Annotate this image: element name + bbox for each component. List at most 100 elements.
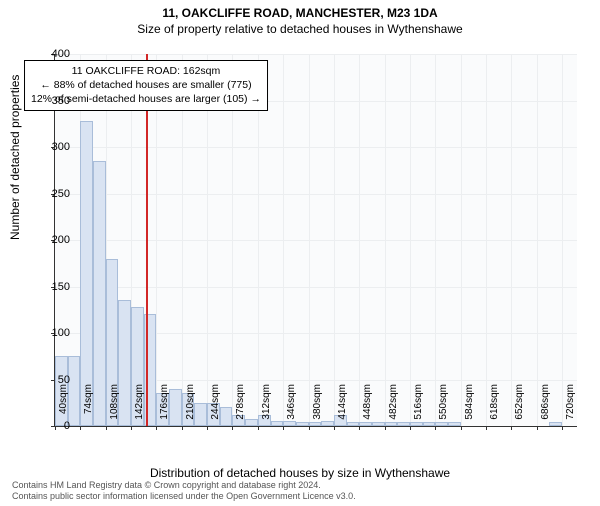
x-tick-mark	[334, 426, 335, 430]
x-tick-label: 618sqm	[489, 384, 500, 420]
gridline-v	[461, 54, 462, 426]
gridline-v	[283, 54, 284, 426]
annotation-line: 11 OAKCLIFFE ROAD: 162sqm	[31, 64, 261, 78]
x-tick-label: 210sqm	[185, 384, 196, 420]
footer-attribution: Contains HM Land Registry data © Crown c…	[12, 480, 356, 503]
plot-area: 11 OAKCLIFFE ROAD: 162sqm← 88% of detach…	[54, 54, 577, 427]
histogram-bar	[397, 422, 410, 426]
histogram-bar	[347, 422, 360, 426]
gridline-v	[486, 54, 487, 426]
gridline-v	[385, 54, 386, 426]
histogram-bar	[410, 422, 423, 426]
x-tick-label: 380sqm	[312, 384, 323, 420]
x-tick-mark	[156, 426, 157, 430]
x-tick-label: 550sqm	[438, 384, 449, 420]
histogram-bar	[309, 422, 322, 426]
gridline-v	[537, 54, 538, 426]
histogram-bar	[93, 161, 106, 426]
x-tick-label: 176sqm	[159, 384, 170, 420]
histogram-bar	[118, 300, 131, 426]
x-tick-mark	[410, 426, 411, 430]
x-axis-label: Distribution of detached houses by size …	[0, 466, 600, 480]
gridline-h	[55, 287, 577, 288]
x-tick-label: 584sqm	[464, 384, 475, 420]
y-tick-label: 150	[30, 281, 70, 293]
x-tick-mark	[562, 426, 563, 430]
x-tick-label: 448sqm	[362, 384, 373, 420]
y-tick-label: 100	[30, 327, 70, 339]
x-tick-mark	[80, 426, 81, 430]
gridline-v	[334, 54, 335, 426]
x-tick-label: 142sqm	[134, 384, 145, 420]
gridline-v	[410, 54, 411, 426]
histogram-bar	[385, 422, 398, 426]
histogram-bar	[245, 419, 258, 426]
y-tick-label: 350	[30, 95, 70, 107]
histogram-bar	[549, 422, 562, 426]
histogram-bar	[448, 422, 461, 426]
x-tick-mark	[537, 426, 538, 430]
y-tick-label: 250	[30, 188, 70, 200]
x-tick-label: 346sqm	[286, 384, 297, 420]
x-tick-label: 516sqm	[413, 384, 424, 420]
x-tick-label: 278sqm	[235, 384, 246, 420]
histogram-bar	[194, 403, 207, 426]
gridline-v	[359, 54, 360, 426]
x-tick-label: 74sqm	[83, 384, 94, 414]
x-tick-label: 720sqm	[565, 384, 576, 420]
x-tick-mark	[283, 426, 284, 430]
gridline-v	[435, 54, 436, 426]
histogram-bar	[283, 421, 296, 426]
x-tick-label: 244sqm	[210, 384, 221, 420]
histogram-bar	[423, 422, 436, 426]
gridline-h	[55, 194, 577, 195]
y-tick-label: 400	[30, 48, 70, 60]
gridline-v	[562, 54, 563, 426]
x-tick-label: 414sqm	[337, 384, 348, 420]
x-tick-label: 312sqm	[261, 384, 272, 420]
histogram-bar	[296, 422, 309, 426]
footer-line-1: Contains HM Land Registry data © Crown c…	[12, 480, 356, 491]
x-tick-mark	[207, 426, 208, 430]
annotation-line: ← 88% of detached houses are smaller (77…	[31, 78, 261, 92]
histogram-bar	[271, 421, 284, 426]
histogram-bar	[359, 422, 372, 426]
x-tick-mark	[511, 426, 512, 430]
x-tick-mark	[106, 426, 107, 430]
x-tick-mark	[385, 426, 386, 430]
x-tick-label: 652sqm	[514, 384, 525, 420]
x-tick-mark	[182, 426, 183, 430]
histogram-bar	[220, 407, 233, 426]
gridline-v	[511, 54, 512, 426]
x-tick-mark	[131, 426, 132, 430]
gridline-h	[55, 147, 577, 148]
y-tick-label: 200	[30, 234, 70, 246]
histogram-bar	[372, 422, 385, 426]
chart-title-main: 11, OAKCLIFFE ROAD, MANCHESTER, M23 1DA	[0, 6, 600, 20]
histogram-bar	[169, 389, 182, 426]
footer-line-2: Contains public sector information licen…	[12, 491, 356, 502]
x-tick-mark	[232, 426, 233, 430]
gridline-h	[55, 54, 577, 55]
x-tick-mark	[359, 426, 360, 430]
y-tick-label: 0	[30, 420, 70, 432]
x-tick-mark	[258, 426, 259, 430]
x-tick-mark	[309, 426, 310, 430]
gridline-h	[55, 240, 577, 241]
x-tick-mark	[461, 426, 462, 430]
histogram-bar	[80, 121, 93, 426]
chart-container: 11 OAKCLIFFE ROAD: 162sqm← 88% of detach…	[54, 54, 576, 426]
chart-title-sub: Size of property relative to detached ho…	[0, 22, 600, 36]
x-tick-label: 686sqm	[540, 384, 551, 420]
histogram-bar	[435, 422, 448, 426]
x-tick-mark	[486, 426, 487, 430]
histogram-bar	[321, 421, 334, 426]
gridline-v	[309, 54, 310, 426]
histogram-bar	[68, 356, 81, 426]
x-tick-label: 40sqm	[58, 384, 69, 414]
y-tick-label: 300	[30, 141, 70, 153]
x-tick-mark	[435, 426, 436, 430]
x-tick-label: 108sqm	[109, 384, 120, 420]
y-axis-label: Number of detached properties	[8, 75, 22, 240]
x-tick-label: 482sqm	[388, 384, 399, 420]
